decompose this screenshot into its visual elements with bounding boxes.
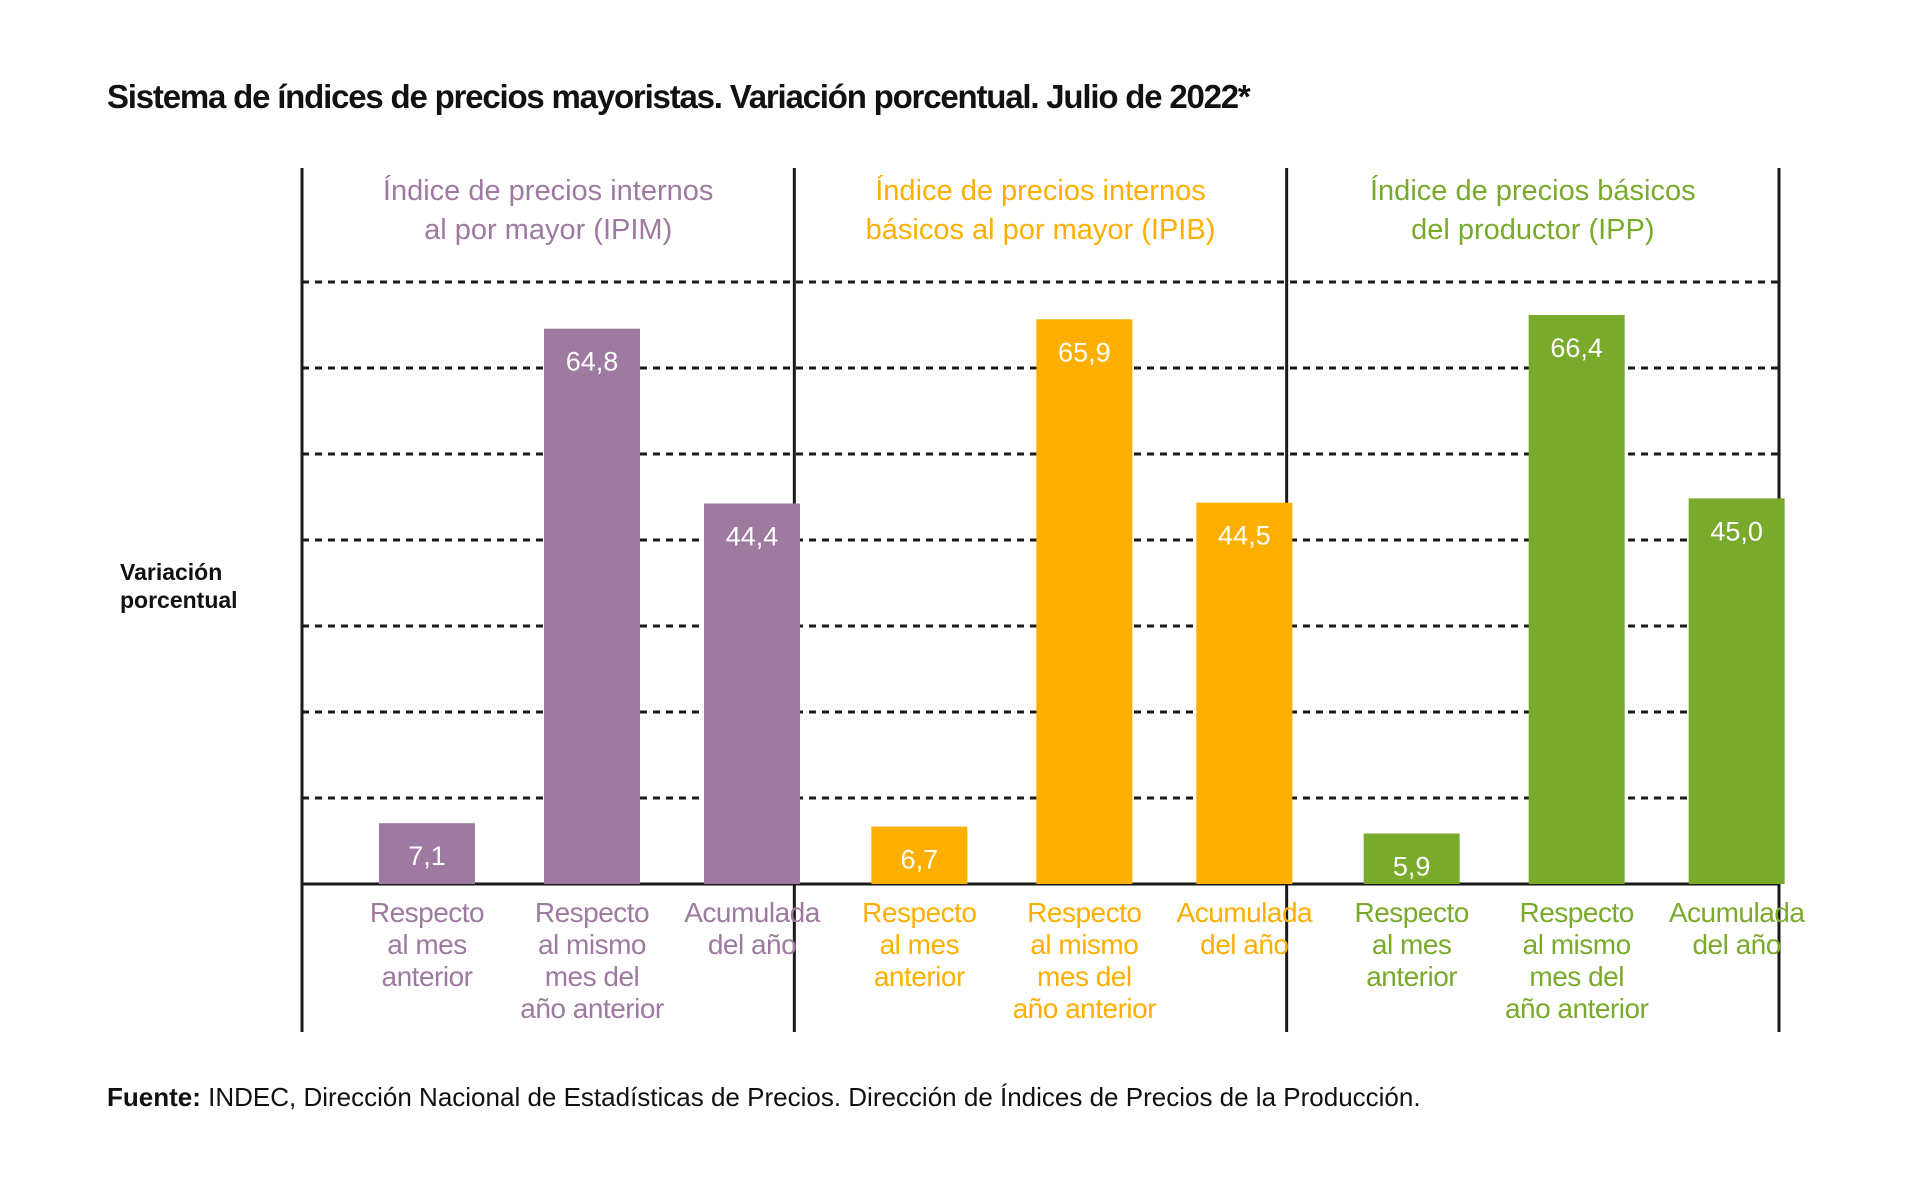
bar xyxy=(704,503,800,884)
category-label: año anterior xyxy=(1505,993,1649,1024)
category-label: Acumulada xyxy=(1669,897,1806,928)
data-label: 6,7 xyxy=(901,845,939,875)
category-label: al mes xyxy=(880,929,959,960)
bar xyxy=(1528,315,1625,884)
data-label: 5,9 xyxy=(1393,851,1431,881)
bar xyxy=(544,328,640,885)
panel-title: Índice de precios internos xyxy=(383,174,713,207)
category-label: del año xyxy=(1692,929,1780,960)
panel-title: del productor (IPP) xyxy=(1411,214,1654,246)
category-label: Respecto xyxy=(370,897,484,928)
category-label: al mismo xyxy=(1030,929,1138,960)
source-note: Fuente: INDEC, Dirección Nacional de Est… xyxy=(107,1082,1421,1113)
data-label: 44,4 xyxy=(726,522,779,552)
category-label: del año xyxy=(708,929,796,960)
category-label: Respecto xyxy=(535,897,649,928)
category-label: al mes xyxy=(1372,929,1451,960)
category-label: año anterior xyxy=(1013,993,1157,1024)
category-label: mes del xyxy=(1037,961,1132,992)
panel-title: Índice de precios básicos xyxy=(1370,174,1696,207)
data-label: 66,4 xyxy=(1550,333,1603,363)
panel-title: Índice de precios internos xyxy=(875,174,1205,207)
category-label: Respecto xyxy=(1027,897,1141,928)
category-label: mes del xyxy=(545,961,640,992)
category-label: Respecto xyxy=(862,897,976,928)
category-label: al mismo xyxy=(1523,929,1631,960)
category-label: al mismo xyxy=(538,929,646,960)
bar xyxy=(1196,502,1293,884)
panel-title: al por mayor (IPIM) xyxy=(424,214,672,246)
category-label: del año xyxy=(1200,929,1288,960)
category-label: Respecto xyxy=(1355,897,1469,928)
category-label: Acumulada xyxy=(1177,897,1314,928)
chart-title: Sistema de índices de precios mayoristas… xyxy=(107,78,1251,115)
category-label: Acumulada xyxy=(684,897,821,928)
bar xyxy=(1688,498,1785,884)
data-label: 45,0 xyxy=(1710,516,1763,546)
data-label: 64,8 xyxy=(566,347,619,377)
data-label: 7,1 xyxy=(408,841,446,871)
category-label: mes del xyxy=(1529,961,1624,992)
bar xyxy=(871,826,968,884)
data-label: 65,9 xyxy=(1058,337,1111,367)
source-text: INDEC, Dirección Nacional de Estadística… xyxy=(200,1082,1421,1112)
data-label: 44,5 xyxy=(1218,521,1271,551)
category-label: anterior xyxy=(382,961,473,992)
category-label: al mes xyxy=(387,929,466,960)
bar xyxy=(1363,833,1460,884)
y-axis-label: Variación porcentual xyxy=(120,558,238,614)
category-label: Respecto xyxy=(1520,897,1634,928)
y-axis-label-line: Variación xyxy=(120,559,223,585)
category-label: anterior xyxy=(1366,961,1457,992)
category-label: anterior xyxy=(874,961,965,992)
bar xyxy=(1036,319,1133,884)
panel-title: básicos al por mayor (IPIB) xyxy=(866,214,1216,246)
source-label: Fuente: xyxy=(107,1082,201,1112)
y-axis-label-line: porcentual xyxy=(120,587,238,613)
bar xyxy=(379,823,475,884)
category-label: año anterior xyxy=(520,993,664,1024)
